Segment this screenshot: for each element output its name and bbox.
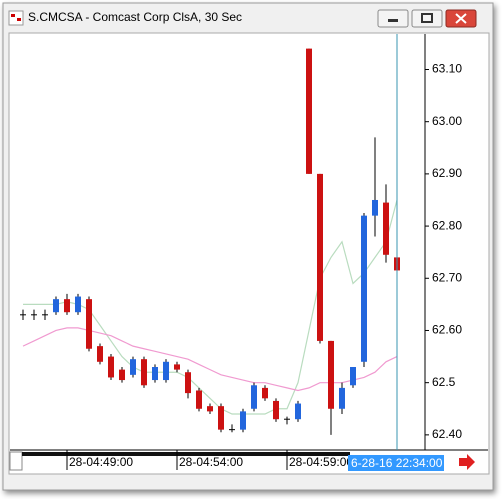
y-tick-label: 62.40 [432, 427, 462, 441]
candle-body [383, 202, 389, 255]
y-tick-label: 62.5 [432, 375, 456, 389]
maximize-glyph [421, 13, 433, 23]
candle-body [185, 372, 191, 394]
chart-area [8, 32, 490, 475]
minimize-button[interactable] [377, 9, 409, 28]
y-tick-label: 62.90 [432, 166, 462, 180]
candle-body [339, 387, 345, 409]
window-title: S.CMCSA - Comcast Corp ClsA, 30 Sec [28, 10, 242, 24]
title-bar: S.CMCSA - Comcast Corp ClsA, 30 Sec [8, 9, 477, 28]
maximize-button[interactable] [411, 9, 443, 28]
candle-body [251, 385, 257, 409]
candle-body [361, 215, 367, 362]
candle-body [163, 361, 169, 381]
icon-part [11, 14, 15, 17]
candle-body [119, 369, 125, 381]
scroll-arrow[interactable] [459, 454, 475, 470]
candle-body [350, 367, 356, 386]
candle-body [152, 367, 158, 381]
close-glyph [455, 13, 467, 24]
y-tick-label: 63.00 [432, 114, 462, 128]
x-tick-label: 28-04:49:00 [69, 455, 133, 469]
candle-body [53, 299, 59, 313]
candle-body [295, 403, 301, 420]
minimize-glyph [388, 19, 398, 22]
y-tick-label: 62.70 [432, 270, 462, 284]
candle-body [108, 356, 114, 378]
candle-body [306, 48, 312, 174]
candle-body [196, 390, 202, 409]
y-tick-label: 63.10 [432, 62, 462, 76]
candle-body [218, 406, 224, 430]
y-tick-label: 62.80 [432, 218, 462, 232]
cursor-label: 6-28-16 22:34:00 [351, 456, 443, 470]
moving-average [22, 327, 398, 392]
candle-body [64, 299, 70, 313]
candle-body [240, 411, 246, 430]
y-tick-label: 62.60 [432, 323, 462, 337]
candle-body [174, 364, 180, 370]
candle-body [141, 359, 147, 386]
moving-average [23, 199, 398, 415]
candle-body [273, 400, 279, 420]
x-tick-label: 28-04:59:00 [289, 455, 353, 469]
plot: 62.40 62.5 62.60 62.70 62.80 62.90 63.00 63.10 2… [20, 34, 462, 471]
cursor-label-box [348, 455, 444, 471]
scroll-box[interactable] [9, 451, 23, 471]
candle-body [207, 406, 213, 412]
candle-body [372, 199, 378, 216]
candle-body [86, 299, 92, 349]
candle-body [97, 346, 103, 362]
candle-body [262, 387, 268, 399]
candle-body [130, 359, 136, 375]
candle-body [75, 296, 81, 313]
x-tick-label: 28-04:54:00 [179, 455, 243, 469]
icon-part [17, 18, 21, 21]
candle-body [317, 173, 323, 341]
candle-body [328, 340, 334, 409]
scroll-bar[interactable] [22, 452, 350, 456]
